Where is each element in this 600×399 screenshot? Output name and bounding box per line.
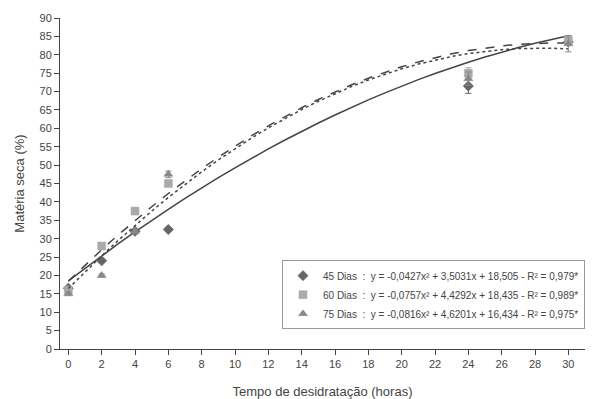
svg-text:12: 12 xyxy=(262,358,274,370)
svg-text:45: 45 xyxy=(40,177,52,189)
svg-text:10: 10 xyxy=(40,306,52,318)
svg-text:35: 35 xyxy=(40,214,52,226)
svg-text:15: 15 xyxy=(40,288,52,300)
svg-text:Matéria seca (%): Matéria seca (%) xyxy=(12,134,27,232)
svg-text:28: 28 xyxy=(529,358,541,370)
svg-text:0: 0 xyxy=(46,343,52,355)
svg-text:22: 22 xyxy=(429,358,441,370)
svg-text:5: 5 xyxy=(46,324,52,336)
svg-text:55: 55 xyxy=(40,141,52,153)
svg-text:20: 20 xyxy=(40,269,52,281)
svg-text:30: 30 xyxy=(40,233,52,245)
svg-text:30: 30 xyxy=(562,358,574,370)
svg-text:26: 26 xyxy=(496,358,508,370)
svg-text:60 Dias : y = -0,0757x² + 4,: 60 Dias : y = -0,0757x² + 4,4292x + 18,4… xyxy=(323,290,578,301)
svg-text:25: 25 xyxy=(40,251,52,263)
svg-text:75: 75 xyxy=(40,67,52,79)
svg-text:6: 6 xyxy=(165,358,171,370)
svg-text:24: 24 xyxy=(462,358,474,370)
svg-text:18: 18 xyxy=(362,358,374,370)
svg-text:0: 0 xyxy=(65,358,71,370)
svg-text:85: 85 xyxy=(40,30,52,42)
svg-text:45 Dias : y = -0,0427x² + 3,: 45 Dias : y = -0,0427x² + 3,5031x + 18,5… xyxy=(323,271,578,282)
svg-text:14: 14 xyxy=(296,358,308,370)
svg-text:8: 8 xyxy=(199,358,205,370)
svg-text:50: 50 xyxy=(40,159,52,171)
svg-text:60: 60 xyxy=(40,122,52,134)
svg-text:65: 65 xyxy=(40,104,52,116)
svg-text:90: 90 xyxy=(40,12,52,24)
svg-text:75 Dias : y = -0,0816x² + 4,: 75 Dias : y = -0,0816x² + 4,6201x + 16,4… xyxy=(323,309,578,320)
svg-text:70: 70 xyxy=(40,85,52,97)
svg-text:10: 10 xyxy=(229,358,241,370)
svg-text:Tempo de desidratação (horas): Tempo de desidratação (horas) xyxy=(233,384,413,399)
svg-text:4: 4 xyxy=(132,358,138,370)
svg-text:40: 40 xyxy=(40,196,52,208)
svg-text:80: 80 xyxy=(40,49,52,61)
svg-text:2: 2 xyxy=(99,358,105,370)
svg-text:16: 16 xyxy=(329,358,341,370)
svg-text:20: 20 xyxy=(396,358,408,370)
